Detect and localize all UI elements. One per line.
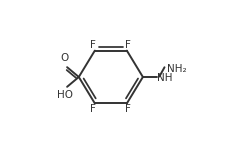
Text: NH₂: NH₂ xyxy=(167,64,186,74)
Text: F: F xyxy=(90,104,96,114)
Text: F: F xyxy=(90,40,96,50)
Text: HO: HO xyxy=(57,90,73,99)
Text: NH: NH xyxy=(157,73,173,83)
Text: O: O xyxy=(61,53,69,63)
Text: F: F xyxy=(126,40,131,50)
Text: F: F xyxy=(126,104,131,114)
